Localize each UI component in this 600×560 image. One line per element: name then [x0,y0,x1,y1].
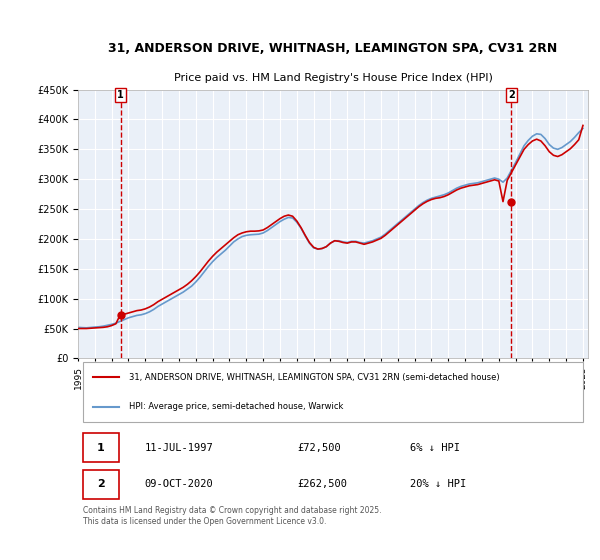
FancyBboxPatch shape [83,470,119,498]
Text: £72,500: £72,500 [297,442,341,452]
Text: £262,500: £262,500 [297,479,347,489]
Text: Price paid vs. HM Land Registry's House Price Index (HPI): Price paid vs. HM Land Registry's House … [173,73,493,83]
Text: 2: 2 [508,90,515,100]
Text: 20% ↓ HPI: 20% ↓ HPI [409,479,466,489]
Text: 2: 2 [97,479,105,489]
Text: 1: 1 [118,90,124,100]
FancyBboxPatch shape [83,362,583,422]
Text: 09-OCT-2020: 09-OCT-2020 [145,479,213,489]
Text: 11-JUL-1997: 11-JUL-1997 [145,442,213,452]
Text: 31, ANDERSON DRIVE, WHITNASH, LEAMINGTON SPA, CV31 2RN (semi-detached house): 31, ANDERSON DRIVE, WHITNASH, LEAMINGTON… [129,373,500,382]
Text: 1: 1 [97,442,105,452]
Text: HPI: Average price, semi-detached house, Warwick: HPI: Average price, semi-detached house,… [129,402,343,411]
Text: 6% ↓ HPI: 6% ↓ HPI [409,442,460,452]
Text: 31, ANDERSON DRIVE, WHITNASH, LEAMINGTON SPA, CV31 2RN: 31, ANDERSON DRIVE, WHITNASH, LEAMINGTON… [109,42,557,55]
FancyBboxPatch shape [83,433,119,461]
Text: Contains HM Land Registry data © Crown copyright and database right 2025.
This d: Contains HM Land Registry data © Crown c… [83,506,382,526]
